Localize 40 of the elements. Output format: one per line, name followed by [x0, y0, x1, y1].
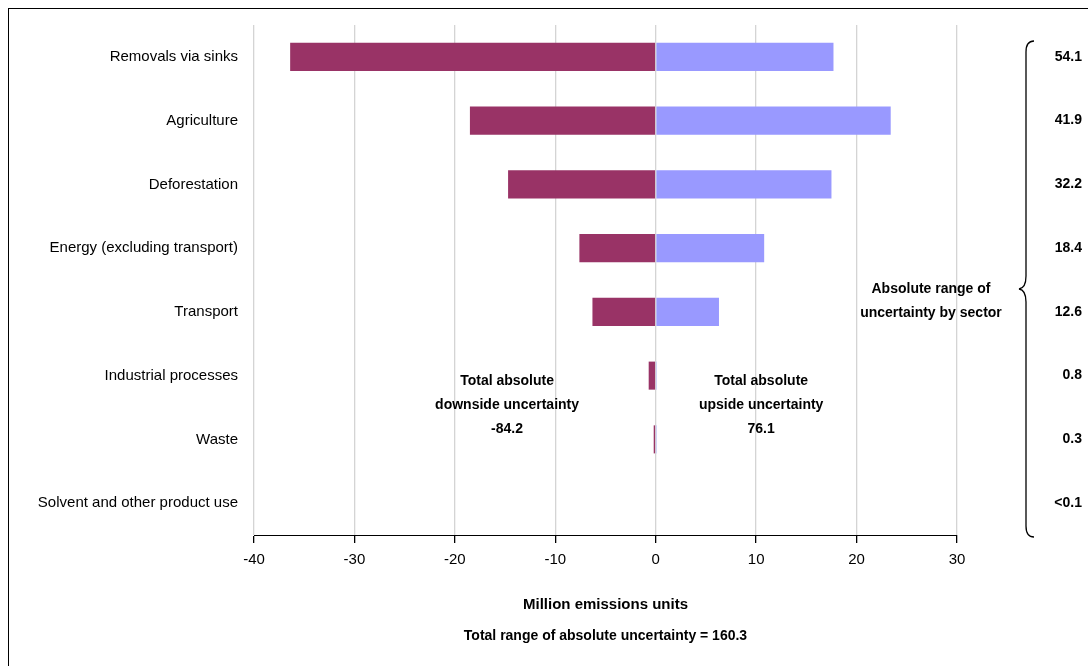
bar	[656, 42, 834, 71]
x-tick-label: -10	[544, 550, 567, 568]
y-tick-label: Energy (excluding transport)	[49, 238, 238, 256]
bar	[656, 170, 832, 199]
bar	[290, 42, 656, 71]
text: 32.2	[1054, 175, 1083, 192]
text: 0.3	[1062, 430, 1083, 447]
bar	[656, 234, 765, 263]
x-tick-label: 10	[747, 550, 765, 568]
bar	[592, 297, 656, 326]
bar	[508, 170, 656, 199]
y-tick-label: Transport	[174, 302, 239, 320]
x-tick-label: -30	[343, 550, 366, 568]
x-tick-label: -20	[444, 550, 466, 568]
x-tick-label: 0	[651, 550, 660, 568]
text: 18.4	[1054, 238, 1083, 255]
y-tick-label: Deforestation	[148, 174, 238, 192]
y-tick-label: Removals via sinks	[109, 47, 238, 65]
y-tick-label: Solvent and other product use	[37, 493, 238, 511]
bar	[469, 106, 656, 135]
text: <0.1	[1054, 493, 1083, 510]
bar	[579, 234, 656, 263]
text: 41.9	[1054, 111, 1083, 128]
text: 0.8	[1062, 366, 1083, 383]
x-tick-label: 30	[948, 550, 966, 568]
text: Total range of absolute uncertainty = 160.3	[463, 626, 748, 645]
bar	[656, 297, 719, 326]
annotation: Absolute range of uncertainty by sector	[860, 279, 1002, 322]
text: 12.6	[1054, 302, 1083, 319]
bar	[648, 361, 656, 390]
annotation: Total absolute downside uncertainty -84.2	[435, 370, 580, 438]
y-tick-label: Agriculture	[166, 110, 238, 128]
x-tick-label: 20	[848, 550, 865, 568]
y-tick-label: Industrial processes	[104, 365, 238, 383]
x-tick-label: -40	[243, 550, 265, 568]
annotation: Total absolute upside uncertainty 76.1	[698, 370, 824, 438]
bar	[656, 106, 891, 135]
x-axis-title: Million emissions units	[522, 595, 689, 612]
y-tick-label: Waste	[196, 429, 238, 447]
text: 54.1	[1054, 47, 1083, 64]
